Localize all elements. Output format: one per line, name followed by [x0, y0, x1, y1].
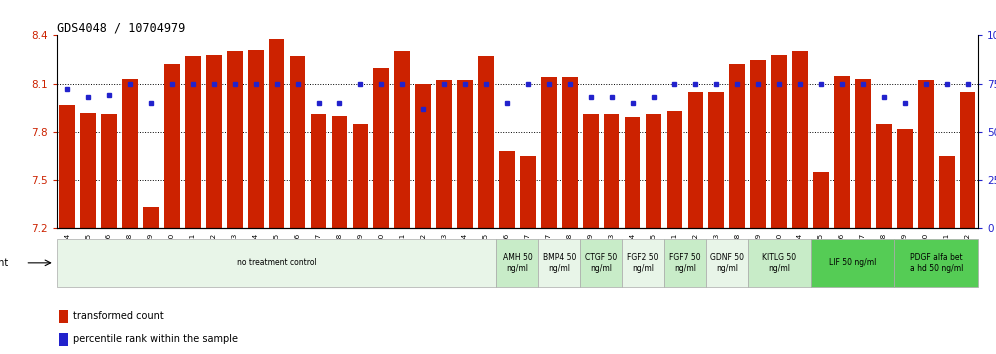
Bar	[939, 156, 954, 228]
Bar	[332, 116, 348, 228]
Bar	[813, 172, 829, 228]
Bar	[102, 114, 117, 228]
Bar	[457, 80, 473, 228]
Bar	[143, 207, 158, 228]
Bar	[604, 114, 620, 228]
Bar	[708, 92, 724, 228]
Text: percentile rank within the sample: percentile rank within the sample	[73, 335, 238, 344]
Text: LIF 50 ng/ml: LIF 50 ng/ml	[829, 258, 876, 267]
Bar	[687, 92, 703, 228]
Bar	[855, 79, 871, 228]
Bar	[750, 59, 766, 228]
Text: GDS4048 / 10704979: GDS4048 / 10704979	[57, 21, 185, 34]
Bar	[123, 79, 137, 228]
Bar	[960, 92, 975, 228]
Text: GDNF 50
ng/ml: GDNF 50 ng/ml	[710, 253, 744, 273]
Bar	[478, 56, 494, 228]
Bar	[248, 50, 264, 228]
Bar	[374, 68, 389, 228]
Bar	[622, 239, 664, 287]
Bar	[771, 55, 787, 228]
Bar	[706, 239, 748, 287]
Bar	[541, 77, 557, 228]
Bar	[792, 51, 808, 228]
Text: FGF7 50
ng/ml: FGF7 50 ng/ml	[669, 253, 701, 273]
Bar	[496, 239, 539, 287]
Bar	[539, 239, 581, 287]
Bar	[583, 114, 599, 228]
Bar	[811, 239, 894, 287]
Bar	[185, 56, 201, 228]
Bar	[897, 129, 912, 228]
Bar	[81, 113, 96, 228]
Bar	[394, 51, 410, 228]
Bar	[645, 114, 661, 228]
Bar	[60, 310, 68, 323]
Bar	[729, 64, 745, 228]
Text: no treatment control: no treatment control	[237, 258, 317, 267]
Text: transformed count: transformed count	[73, 312, 163, 321]
Bar	[353, 124, 369, 228]
Bar	[290, 56, 306, 228]
Bar	[311, 114, 327, 228]
Bar	[664, 239, 706, 287]
Bar	[520, 156, 536, 228]
Bar	[499, 151, 515, 228]
Bar	[227, 51, 243, 228]
Bar	[164, 64, 180, 228]
Text: AMH 50
ng/ml: AMH 50 ng/ml	[503, 253, 532, 273]
Text: CTGF 50
ng/ml: CTGF 50 ng/ml	[585, 253, 618, 273]
Text: KITLG 50
ng/ml: KITLG 50 ng/ml	[762, 253, 796, 273]
Bar	[562, 77, 578, 228]
Bar	[60, 104, 75, 228]
Bar	[206, 55, 222, 228]
Bar	[894, 239, 978, 287]
Bar	[57, 239, 496, 287]
Bar	[918, 80, 933, 228]
Bar	[436, 80, 452, 228]
Bar	[748, 239, 811, 287]
Text: FGF2 50
ng/ml: FGF2 50 ng/ml	[627, 253, 658, 273]
Bar	[834, 76, 850, 228]
Bar	[876, 124, 891, 228]
Text: BMP4 50
ng/ml: BMP4 50 ng/ml	[543, 253, 576, 273]
Text: PDGF alfa bet
a hd 50 ng/ml: PDGF alfa bet a hd 50 ng/ml	[909, 253, 963, 273]
Text: agent: agent	[0, 258, 9, 268]
Bar	[581, 239, 622, 287]
Bar	[624, 118, 640, 228]
Bar	[269, 39, 285, 228]
Bar	[415, 84, 431, 228]
Bar	[666, 111, 682, 228]
Bar	[60, 333, 68, 346]
